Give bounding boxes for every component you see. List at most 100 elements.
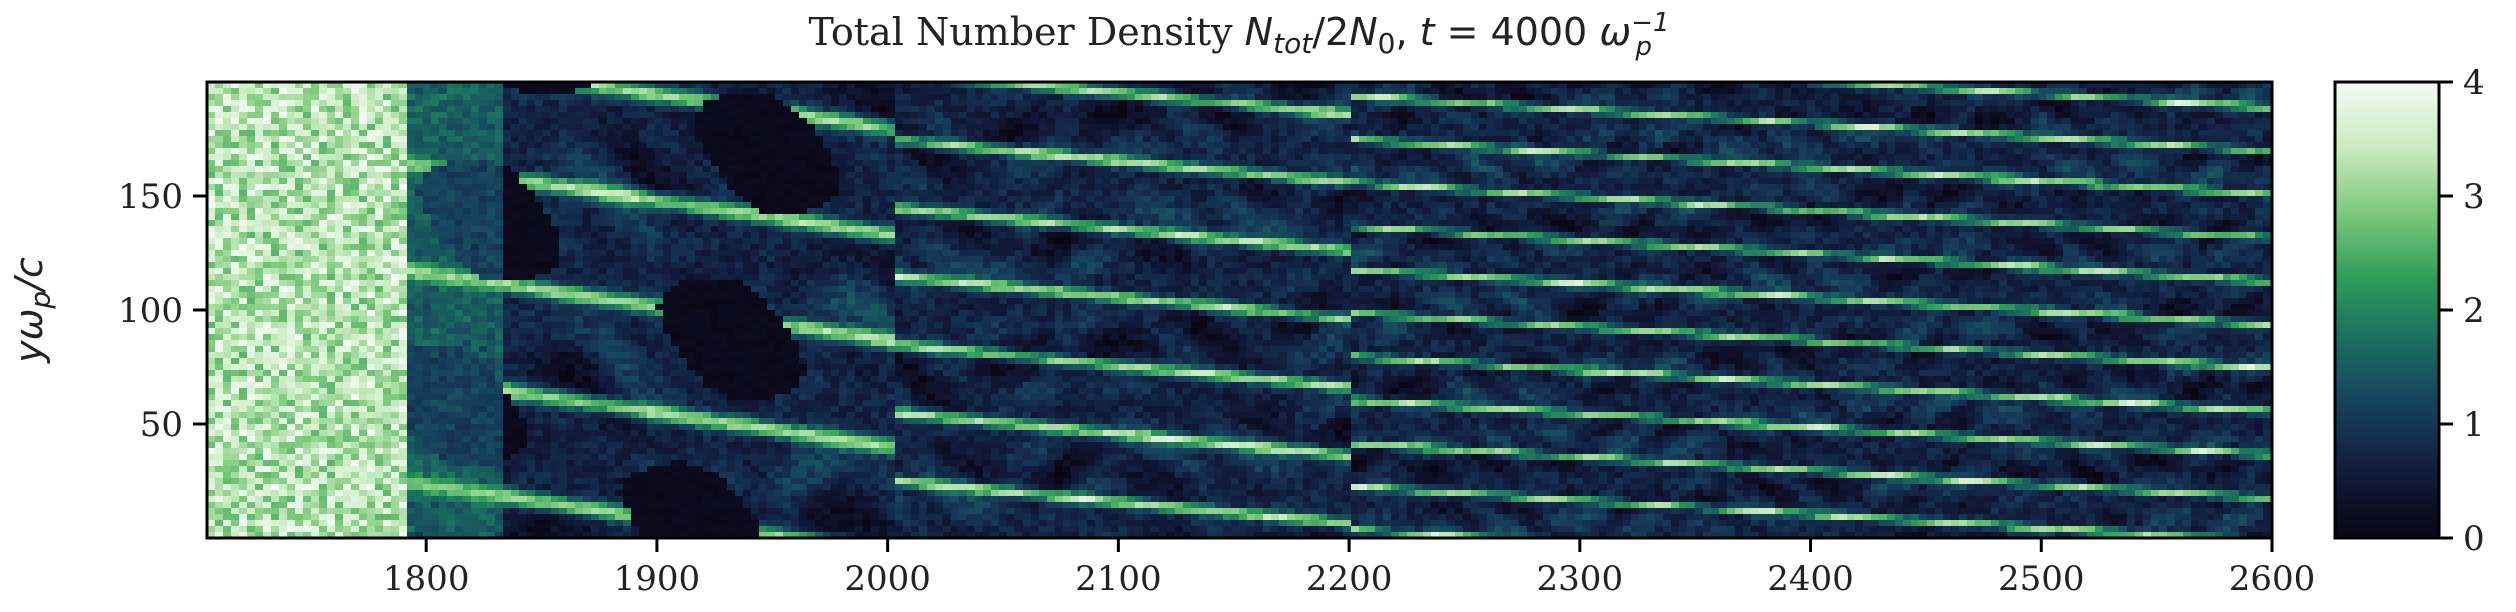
heatmap-cell <box>1119 160 1128 167</box>
heatmap-cell <box>655 154 664 161</box>
heatmap-cell <box>2191 118 2200 125</box>
heatmap-cell <box>679 100 688 107</box>
heatmap-cell <box>719 136 728 143</box>
heatmap-cell <box>1031 94 1040 101</box>
heatmap-cell <box>1543 160 1552 167</box>
heatmap-cell <box>2127 136 2136 143</box>
heatmap-cell <box>727 178 736 185</box>
heatmap-cell <box>479 184 488 191</box>
heatmap-cell <box>447 178 456 185</box>
heatmap-cell <box>1327 166 1336 173</box>
heatmap-cell <box>703 130 712 137</box>
heatmap-cell <box>1879 148 1888 155</box>
heatmap-cell <box>2031 166 2040 173</box>
heatmap-cell <box>1415 160 1424 167</box>
heatmap-cell <box>1703 124 1712 131</box>
heatmap-cell <box>1127 112 1136 119</box>
heatmap-cell <box>559 196 568 203</box>
heatmap-cell <box>999 166 1008 173</box>
heatmap-cell <box>215 172 224 179</box>
heatmap-cell <box>599 172 608 179</box>
heatmap-cell <box>895 106 904 113</box>
heatmap-cell <box>1911 154 1920 161</box>
heatmap-cell <box>967 136 976 143</box>
heatmap-cell <box>2079 130 2088 137</box>
heatmap-cell <box>567 184 576 191</box>
heatmap-cell <box>2103 136 2112 143</box>
heatmap-cell <box>327 112 336 119</box>
heatmap-cell <box>1935 112 1944 119</box>
heatmap-cell <box>2007 184 2016 191</box>
heatmap-cell <box>447 184 456 191</box>
heatmap-cell <box>1743 112 1752 119</box>
heatmap-cell <box>1359 136 1368 143</box>
heatmap-cell <box>1311 172 1320 179</box>
heatmap-cell <box>847 136 856 143</box>
heatmap-cell <box>1975 166 1984 173</box>
heatmap-cell <box>1095 148 1104 155</box>
heatmap-cell <box>1135 124 1144 131</box>
heatmap-cell <box>1071 178 1080 185</box>
heatmap-cell <box>1751 130 1760 137</box>
heatmap-cell <box>1071 166 1080 173</box>
heatmap-cell <box>1743 148 1752 155</box>
heatmap-cell <box>1519 106 1528 113</box>
heatmap-cell <box>1111 124 1120 131</box>
heatmap-cell <box>1383 124 1392 131</box>
heatmap-cell <box>1735 166 1744 173</box>
heatmap-cell <box>1359 148 1368 155</box>
heatmap-cell <box>695 148 704 155</box>
heatmap-cell <box>687 106 696 113</box>
heatmap-cell <box>1855 148 1864 155</box>
heatmap-cell <box>1287 160 1296 167</box>
heatmap-cell <box>1535 136 1544 143</box>
heatmap-cell <box>1695 148 1704 155</box>
heatmap-cell <box>1943 94 1952 101</box>
heatmap-cell <box>791 118 800 125</box>
heatmap-cell <box>687 118 696 125</box>
heatmap-cell <box>1607 148 1616 155</box>
heatmap-cell <box>1207 106 1216 113</box>
heatmap-cell <box>1743 136 1752 143</box>
heatmap-cell <box>1695 166 1704 173</box>
heatmap-cell <box>1751 160 1760 167</box>
heatmap-cell <box>903 160 912 167</box>
heatmap-cell <box>1095 160 1104 167</box>
heatmap-cell <box>703 136 712 143</box>
heatmap-cell <box>1735 124 1744 131</box>
heatmap-cell <box>1199 178 1208 185</box>
heatmap-cell <box>2047 100 2056 107</box>
heatmap-cell <box>1383 166 1392 173</box>
heatmap-cell <box>231 166 240 173</box>
heatmap-cell <box>1567 178 1576 185</box>
heatmap-cell <box>1495 154 1504 161</box>
heatmap-cell <box>1647 88 1656 95</box>
heatmap-cell <box>271 154 280 161</box>
heatmap-cell <box>1319 160 1328 167</box>
heatmap-cell <box>1615 130 1624 137</box>
heatmap-cell <box>887 166 896 173</box>
heatmap-cell <box>1607 154 1616 161</box>
heatmap-cell <box>1023 178 1032 185</box>
heatmap-cell <box>895 100 904 107</box>
heatmap-cell <box>1287 88 1296 95</box>
heatmap-cell <box>263 124 272 131</box>
heatmap-cell <box>1471 106 1480 113</box>
heatmap-cell <box>1495 178 1504 185</box>
heatmap-cell <box>599 112 608 119</box>
heatmap-cell <box>1111 148 1120 155</box>
heatmap-cell <box>727 118 736 125</box>
heatmap-cell <box>767 172 776 179</box>
heatmap-cell <box>1319 148 1328 155</box>
heatmap-cell <box>1655 154 1664 161</box>
heatmap-cell <box>2111 136 2120 143</box>
heatmap-cell <box>1247 160 1256 167</box>
heatmap-cell <box>583 172 592 179</box>
heatmap-cell <box>2015 124 2024 131</box>
heatmap-cell <box>519 154 528 161</box>
heatmap-cell <box>583 100 592 107</box>
heatmap-cell <box>1079 178 1088 185</box>
heatmap-cell <box>1415 130 1424 137</box>
heatmap-cell <box>967 142 976 149</box>
heatmap-cell <box>1567 88 1576 95</box>
